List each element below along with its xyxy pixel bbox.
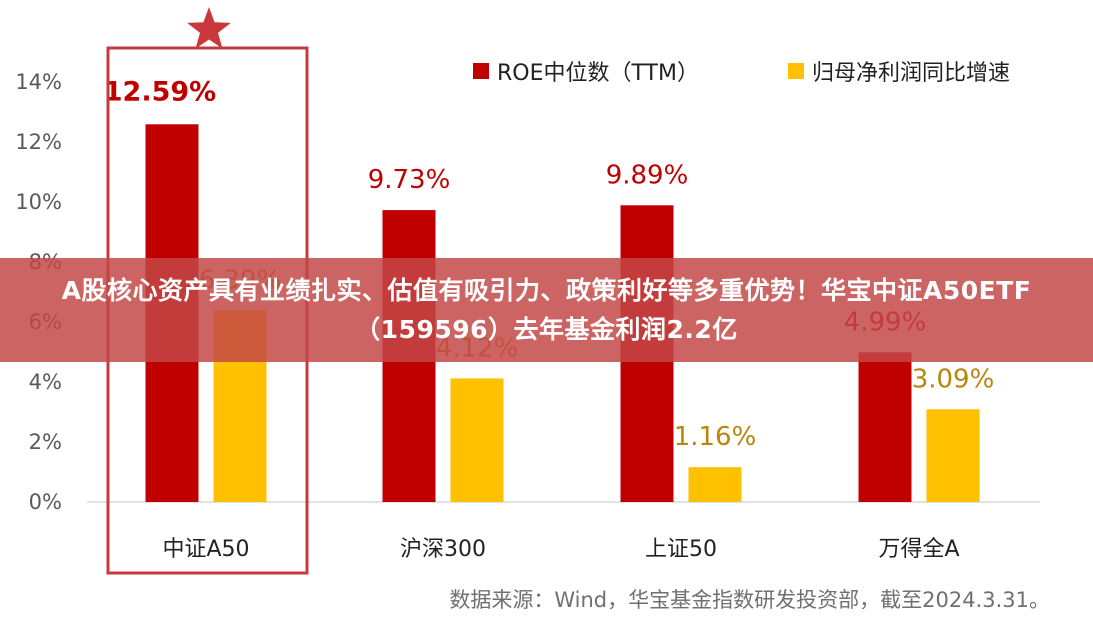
data-label: 12.59% bbox=[104, 76, 216, 107]
legend-label-roe: ROE中位数（TTM） bbox=[497, 61, 699, 86]
legend-swatch-profit bbox=[788, 63, 804, 79]
legend: ROE中位数（TTM） 归母净利润同比增速 bbox=[473, 61, 1010, 86]
headline-text: A股核心资产具有业绩扎实、估值有吸引力、政策利好等多重优势！华宝中证A50ETF… bbox=[61, 276, 1032, 344]
bar-series-2 bbox=[688, 467, 742, 502]
data-label: 9.73% bbox=[368, 165, 451, 195]
y-tick-label: 12% bbox=[15, 130, 62, 154]
star-icon bbox=[187, 7, 231, 49]
legend-label-profit: 归母净利润同比增速 bbox=[812, 61, 1010, 86]
y-tick-label: 14% bbox=[15, 70, 62, 94]
y-tick-label: 4% bbox=[29, 370, 62, 394]
y-tick-label: 10% bbox=[15, 190, 62, 214]
bar-series-2 bbox=[926, 409, 980, 502]
category-label: 万得全A bbox=[878, 537, 959, 562]
source-note: 数据来源：Wind，华宝基金指数研发投资部，截至2024.3.31。 bbox=[449, 588, 1050, 612]
data-label: 9.89% bbox=[606, 160, 689, 190]
category-labels: 中证A50 沪深300 上证50 万得全A bbox=[162, 537, 959, 562]
y-tick-label: 0% bbox=[29, 490, 62, 514]
legend-swatch-roe bbox=[473, 63, 489, 79]
category-label: 上证50 bbox=[645, 537, 717, 562]
bar-series-1 bbox=[858, 352, 912, 502]
data-label: 1.16% bbox=[674, 422, 757, 452]
headline-banner: A股核心资产具有业绩扎实、估值有吸引力、政策利好等多重优势！华宝中证A50ETF… bbox=[0, 258, 1093, 362]
y-tick-label: 2% bbox=[29, 430, 62, 454]
bar-series-2 bbox=[450, 378, 504, 502]
data-label: 3.09% bbox=[912, 364, 995, 394]
category-label: 中证A50 bbox=[162, 537, 249, 562]
category-label: 沪深300 bbox=[400, 537, 486, 562]
